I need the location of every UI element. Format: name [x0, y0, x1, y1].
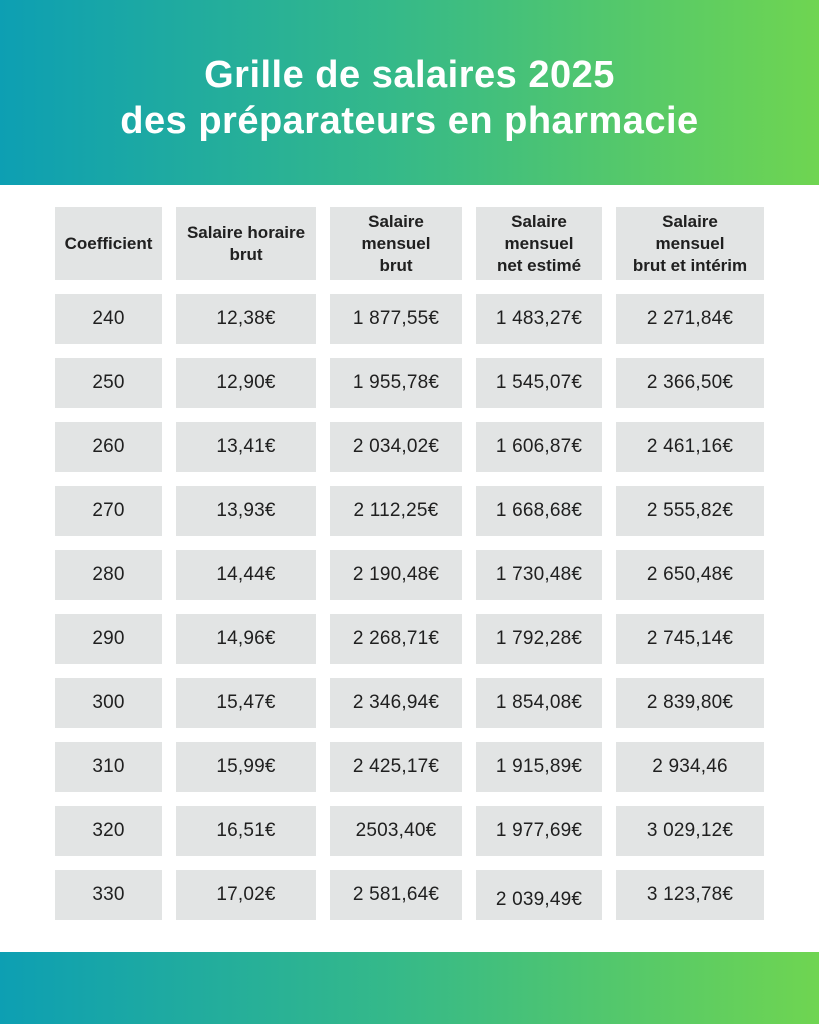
table-cell: 1 792,28€ [476, 614, 602, 664]
table-cell: 2 346,94€ [330, 678, 462, 728]
table-cell: 12,38€ [176, 294, 316, 344]
table-row: 320 16,51€ 2503,40€ 1 977,69€ 3 029,12€ [55, 806, 764, 856]
table-cell: 13,93€ [176, 486, 316, 536]
table-row: 280 14,44€ 2 190,48€ 1 730,48€ 2 650,48€ [55, 550, 764, 600]
column-header-salaire-mensuel-brut-interim: Salaire mensuel brut et intérim [616, 207, 764, 280]
table-cell: 2 112,25€ [330, 486, 462, 536]
table-cell: 1 483,27€ [476, 294, 602, 344]
page-title: Grille de salaires 2025 des préparateurs … [120, 52, 698, 144]
table-cell: 1 545,07€ [476, 358, 602, 408]
table-cell: 15,47€ [176, 678, 316, 728]
table-cell: 14,96€ [176, 614, 316, 664]
page-title-line2: des préparateurs en pharmacie [120, 99, 699, 142]
table-cell: 13,41€ [176, 422, 316, 472]
table-cell: 3 029,12€ [616, 806, 764, 856]
table-cell: 2 839,80€ [616, 678, 764, 728]
table-cell: 310 [55, 742, 162, 792]
table-row: 260 13,41€ 2 034,02€ 1 606,87€ 2 461,16€ [55, 422, 764, 472]
footer-banner [0, 952, 819, 1024]
table-cell: 15,99€ [176, 742, 316, 792]
table-cell: 1 977,69€ [476, 806, 602, 856]
table-cell: 240 [55, 294, 162, 344]
table-cell: 1 877,55€ [330, 294, 462, 344]
table-row: 290 14,96€ 2 268,71€ 1 792,28€ 2 745,14€ [55, 614, 764, 664]
table-cell: 280 [55, 550, 162, 600]
header-banner: Grille de salaires 2025 des préparateurs … [0, 0, 819, 185]
table-cell: 260 [55, 422, 162, 472]
table-cell: 2 745,14€ [616, 614, 764, 664]
table-cell: 320 [55, 806, 162, 856]
table-cell: 2503,40€ [330, 806, 462, 856]
table-cell: 2 461,16€ [616, 422, 764, 472]
column-header-coefficient: Coefficient [55, 207, 162, 280]
table-cell: 1 955,78€ [330, 358, 462, 408]
table-cell: 2 271,84€ [616, 294, 764, 344]
table-cell: 2 268,71€ [330, 614, 462, 664]
table-cell: 1 668,68€ [476, 486, 602, 536]
table-cell: 250 [55, 358, 162, 408]
table-cell: 2 581,64€ [330, 870, 462, 920]
table-cell: 330 [55, 870, 162, 920]
table-row: 330 17,02€ 2 581,64€ 2 039,49€ 3 123,78€ [55, 870, 764, 920]
salary-table: Coefficient Salaire horaire brut Salaire… [55, 207, 764, 920]
table-cell: 1 730,48€ [476, 550, 602, 600]
table-cell: 14,44€ [176, 550, 316, 600]
table-cell: 270 [55, 486, 162, 536]
table-cell: 2 190,48€ [330, 550, 462, 600]
table-cell: 300 [55, 678, 162, 728]
table-cell: 2 034,02€ [330, 422, 462, 472]
table-cell: 12,90€ [176, 358, 316, 408]
table-row: 270 13,93€ 2 112,25€ 1 668,68€ 2 555,82€ [55, 486, 764, 536]
table-cell: 16,51€ [176, 806, 316, 856]
table-row: 300 15,47€ 2 346,94€ 1 854,08€ 2 839,80€ [55, 678, 764, 728]
table-cell: 2 555,82€ [616, 486, 764, 536]
table-cell: 1 606,87€ [476, 422, 602, 472]
table-cell: 2 425,17€ [330, 742, 462, 792]
column-header-salaire-mensuel-brut: Salaire mensuel brut [330, 207, 462, 280]
table-row: 250 12,90€ 1 955,78€ 1 545,07€ 2 366,50€ [55, 358, 764, 408]
table-cell: 3 123,78€ [616, 870, 764, 920]
column-header-salaire-horaire-brut: Salaire horaire brut [176, 207, 316, 280]
table-header-row: Coefficient Salaire horaire brut Salaire… [55, 207, 764, 280]
table-cell: 2 650,48€ [616, 550, 764, 600]
table-cell: 2 366,50€ [616, 358, 764, 408]
table-cell: 17,02€ [176, 870, 316, 920]
table-cell: 1 915,89€ [476, 742, 602, 792]
table-cell: 2 934,46 [616, 742, 764, 792]
page-title-line1: Grille de salaires 2025 [204, 53, 615, 96]
table-body: 240 12,38€ 1 877,55€ 1 483,27€ 2 271,84€ 250 1… [55, 294, 764, 920]
table-cell: 290 [55, 614, 162, 664]
column-header-salaire-mensuel-net-estime: Salaire mensuel net estimé [476, 207, 602, 280]
table-cell: 2 039,49€ [476, 870, 602, 920]
table-cell: 1 854,08€ [476, 678, 602, 728]
table-row: 310 15,99€ 2 425,17€ 1 915,89€ 2 934,46 [55, 742, 764, 792]
table-row: 240 12,38€ 1 877,55€ 1 483,27€ 2 271,84€ [55, 294, 764, 344]
